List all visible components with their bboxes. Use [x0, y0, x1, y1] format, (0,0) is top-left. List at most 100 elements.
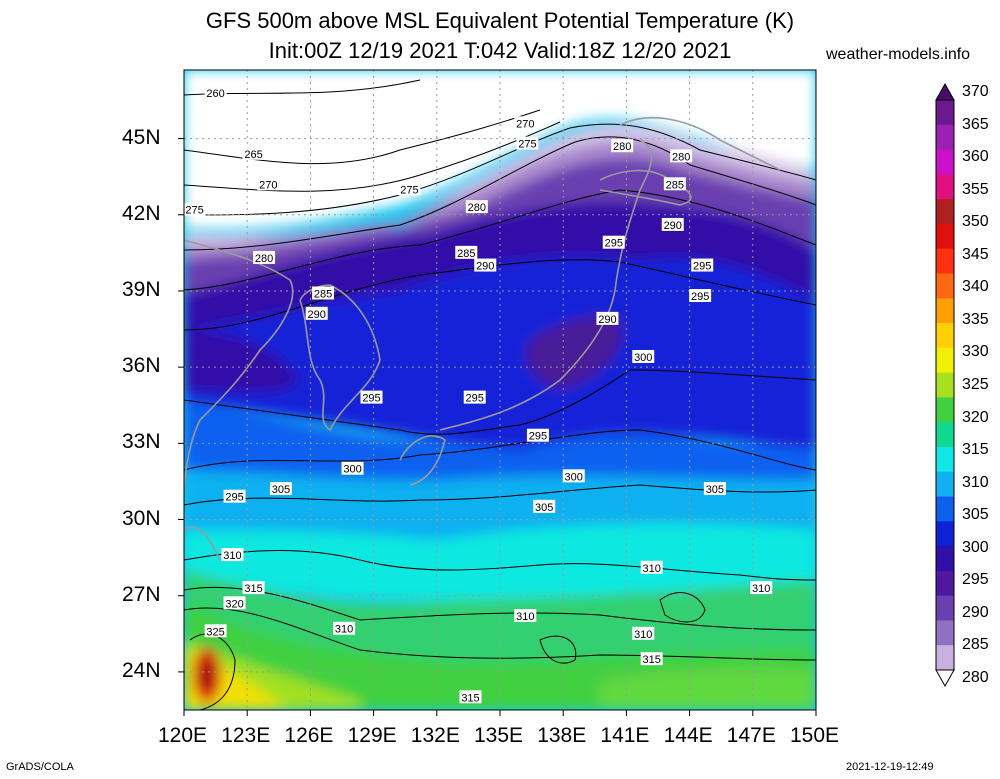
contour-label: 290 — [305, 306, 328, 321]
svg-text:315: 315 — [461, 692, 479, 704]
colorbar-swatch — [936, 422, 954, 448]
colorbar-swatch — [936, 298, 954, 324]
contour-label: 270 — [257, 177, 280, 191]
lat-label: 27N — [122, 582, 161, 606]
contour-label: 290 — [596, 311, 619, 326]
contour-label: 305 — [703, 482, 726, 496]
svg-text:285: 285 — [457, 248, 475, 260]
colorbar-swatch — [936, 521, 954, 547]
svg-text:280: 280 — [255, 253, 273, 265]
svg-text:275: 275 — [518, 139, 536, 151]
lat-label: 36N — [122, 354, 161, 378]
svg-text:310: 310 — [335, 624, 353, 636]
colorbar-swatch — [936, 620, 954, 646]
svg-text:305: 305 — [706, 484, 724, 496]
temperature-field: 2602652702752702752752802802802852902952… — [184, 70, 816, 710]
svg-text:285: 285 — [666, 179, 684, 191]
svg-text:300: 300 — [343, 464, 361, 476]
contour-label: 295 — [691, 258, 714, 273]
colorbar-label: 300 — [962, 538, 989, 556]
colorbar-label: 355 — [962, 180, 989, 198]
contour-label: 270 — [514, 116, 537, 130]
credit-label: GrADS/COLA — [6, 761, 74, 773]
lat-label: 33N — [122, 430, 161, 454]
colorbar-label: 350 — [962, 213, 989, 231]
lon-label: 120E — [158, 724, 208, 747]
colorbar-label: 295 — [962, 571, 989, 589]
svg-text:270: 270 — [259, 179, 277, 191]
svg-text:295: 295 — [529, 431, 547, 443]
contour-label: 295 — [689, 289, 712, 303]
timestamp-label: 2021-12-19-12:49 — [846, 761, 934, 773]
colorbar-swatch — [936, 174, 954, 200]
colorbar-swatch — [936, 397, 954, 423]
colorbar-swatch — [936, 273, 954, 299]
contour-label: 320 — [223, 596, 246, 610]
contour-label: 285 — [663, 177, 686, 191]
contour-label: 290 — [474, 258, 497, 273]
lon-label: 147E — [726, 724, 776, 747]
colorbar-swatch — [936, 248, 954, 274]
colorbar-swatch — [936, 570, 954, 597]
contour-label: 285 — [312, 286, 335, 300]
colorbar-label: 370 — [962, 83, 989, 100]
svg-text:310: 310 — [752, 583, 770, 595]
lat-label: 39N — [122, 277, 161, 301]
colorbar-swatch — [936, 223, 954, 250]
contour-label: 310 — [514, 609, 537, 623]
lon-label: 138E — [537, 724, 587, 747]
svg-text:275: 275 — [185, 205, 203, 217]
contour-label: 295 — [223, 489, 246, 504]
colorbar-label: 280 — [962, 669, 989, 686]
svg-text:325: 325 — [206, 626, 224, 638]
svg-text:295: 295 — [362, 393, 380, 405]
svg-text:320: 320 — [225, 598, 243, 610]
colorbar-swatch — [936, 471, 954, 498]
colorbar-swatch — [936, 323, 954, 349]
contour-label: 315 — [640, 652, 663, 666]
lon-label: 132E — [410, 724, 460, 747]
colorbar-swatch — [936, 124, 954, 151]
lat-label: 24N — [122, 658, 161, 682]
lon-label: 141E — [600, 724, 650, 747]
svg-text:285: 285 — [314, 288, 332, 300]
svg-text:300: 300 — [565, 471, 583, 483]
colorbar-label: 325 — [962, 376, 989, 393]
colorbar-label: 360 — [962, 148, 989, 166]
contour-label: 310 — [750, 581, 773, 595]
contour-label: 305 — [533, 499, 556, 514]
contour-label: 315 — [242, 581, 265, 595]
contour-label: 295 — [526, 428, 549, 443]
svg-text:280: 280 — [468, 202, 486, 214]
colorbar — [935, 82, 955, 688]
svg-text:310: 310 — [223, 550, 241, 562]
svg-text:290: 290 — [664, 220, 682, 232]
colorbar-label: 335 — [962, 310, 989, 328]
colorbar-label: 320 — [962, 408, 989, 426]
contour-label: 300 — [562, 469, 585, 483]
colorbar-label: 290 — [962, 603, 989, 621]
svg-text:315: 315 — [643, 654, 661, 666]
lat-label: 45N — [122, 125, 161, 149]
chart-subtitle: Init:00Z 12/19 2021 T:042 Valid:18Z 12/2… — [268, 38, 732, 63]
contour-label: 295 — [602, 235, 625, 250]
svg-text:310: 310 — [634, 629, 652, 641]
svg-text:295: 295 — [691, 291, 709, 303]
contour-label: 300 — [341, 461, 364, 476]
contour-label: 315 — [459, 690, 482, 704]
colorbar-max-arrow — [935, 82, 955, 101]
colorbar-swatch — [936, 496, 954, 522]
svg-text:300: 300 — [634, 352, 652, 364]
contour-label: 285 — [455, 245, 478, 260]
colorbar-frame — [935, 99, 955, 671]
colorbar-swatch — [936, 372, 954, 398]
contour-label: 305 — [269, 482, 292, 496]
contour-label: 295 — [360, 390, 383, 405]
svg-text:295: 295 — [605, 238, 623, 250]
svg-text:290: 290 — [308, 309, 326, 321]
contour-label: 290 — [661, 217, 684, 232]
contour-label: 280 — [465, 200, 488, 214]
svg-text:290: 290 — [476, 261, 494, 273]
colorbar-label: 345 — [962, 245, 989, 263]
